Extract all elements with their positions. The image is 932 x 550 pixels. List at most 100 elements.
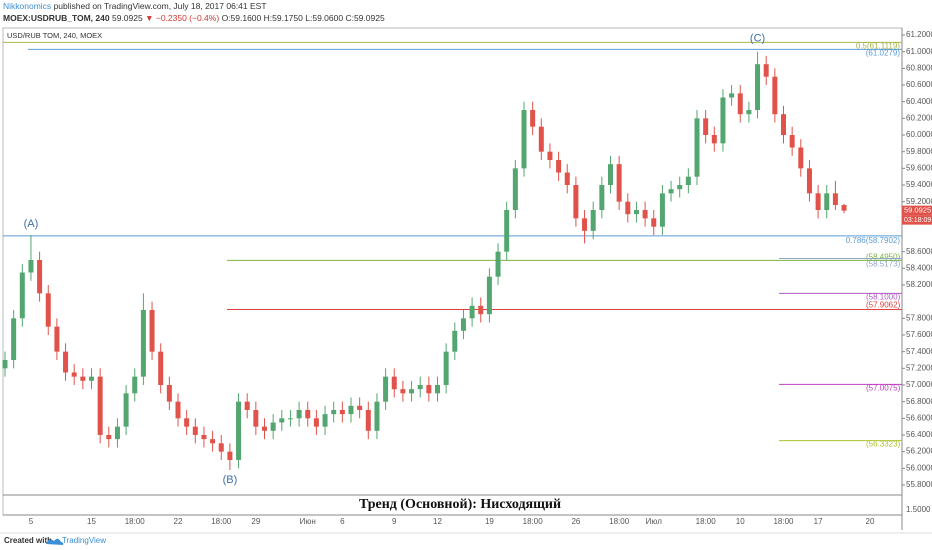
y-tick-label: 56.0000	[906, 463, 932, 472]
y-tick-label: 61.2000	[906, 30, 932, 39]
candle-body	[97, 376, 103, 435]
y-tick-label: 58.2000	[906, 280, 932, 289]
candle-body	[71, 372, 77, 377]
low: L:59.0600	[305, 13, 343, 23]
candle-body	[132, 376, 138, 394]
candle-body	[2, 359, 8, 369]
candle-body	[815, 193, 821, 211]
candle-body	[54, 326, 60, 352]
candle-body	[746, 110, 752, 115]
candle-body	[443, 351, 449, 385]
candle-body	[659, 193, 665, 227]
candle-body	[435, 384, 440, 394]
candle-body	[409, 389, 415, 394]
candle-body	[322, 414, 328, 427]
price-label-box	[902, 205, 932, 216]
candle-body	[365, 409, 371, 431]
candle-body	[227, 451, 233, 460]
candle-body	[305, 409, 311, 419]
last-price: 59.0925	[112, 13, 143, 23]
y-tick-label: 59.2000	[906, 197, 932, 206]
high: H:59.1750	[264, 13, 303, 23]
candle-body	[668, 189, 674, 194]
candle-body	[711, 135, 717, 144]
x-tick-label: 10	[736, 517, 745, 526]
candle-body	[253, 409, 259, 427]
y-tick-label: 60.2000	[906, 113, 932, 122]
candle-body	[374, 401, 380, 431]
level-label: 0.786(58.7902)	[846, 236, 901, 245]
candle-body	[512, 168, 518, 211]
x-tick-label: 29	[251, 517, 260, 526]
publish-line: Nikkonomics published on TradingView.com…	[3, 1, 267, 11]
candle-body	[400, 389, 406, 394]
level-label: (57.9062)	[866, 301, 901, 310]
candle-body	[106, 434, 112, 440]
candle-body	[573, 185, 579, 219]
price-label: 59.0925	[904, 206, 931, 215]
candle-body	[703, 118, 709, 136]
change: ▼ −0.2350 (−0.4%)	[145, 13, 219, 23]
candle-body	[236, 401, 242, 460]
x-tick-label: 19	[485, 517, 494, 526]
candle-body	[175, 401, 181, 419]
candle-body	[677, 185, 683, 190]
x-tick-label: 20	[866, 517, 875, 526]
candle-body	[772, 76, 778, 115]
footer-created: Created with	[4, 536, 52, 545]
candle-body	[331, 409, 337, 415]
candle-body	[582, 218, 588, 231]
y-tick-label: 60.4000	[906, 97, 932, 106]
y-tick-label: 57.2000	[906, 363, 932, 372]
caption: Тренд (Основной): Нисходящий	[359, 497, 561, 512]
candle-body	[296, 409, 302, 419]
published: published on TradingView.com, July 18, 2…	[54, 1, 267, 11]
candle-body	[841, 205, 847, 211]
candle-body	[210, 439, 216, 444]
level-label: (57.0075)	[866, 383, 901, 392]
candle-body	[781, 114, 786, 136]
y-tick-label: 58.6000	[906, 247, 932, 256]
candle-body	[608, 164, 613, 186]
candle-body	[720, 97, 726, 144]
x-tick-label: Июл	[646, 517, 663, 526]
candle-body	[244, 401, 250, 410]
candle-body	[694, 118, 700, 177]
candle-body	[192, 426, 198, 435]
candle-body	[504, 210, 510, 252]
y-tick-label: 57.4000	[906, 347, 932, 356]
candle-body	[45, 293, 51, 327]
candle-body	[460, 318, 466, 331]
candle-body	[63, 351, 69, 373]
candle-body	[729, 93, 735, 98]
x-tick-label: 18:00	[523, 517, 544, 526]
x-tick-label: 18:00	[773, 517, 794, 526]
candle-body	[824, 193, 830, 211]
candle-body	[37, 260, 43, 294]
level-label: 0.5(61.1119)	[856, 41, 901, 50]
wave-label: (A)	[24, 218, 39, 230]
candle-body	[383, 376, 389, 402]
candle-body	[521, 110, 527, 169]
candle-body	[556, 160, 562, 173]
legend: USD/RUB TOM, 240, MOEX	[7, 31, 102, 40]
candle-body	[538, 126, 544, 152]
level-label: (58.5173)	[866, 260, 901, 269]
candle-body	[832, 193, 838, 206]
y-tick-label: 56.4000	[906, 430, 932, 439]
candle-body	[616, 164, 622, 202]
candle-body	[19, 272, 25, 319]
candle-body	[651, 218, 657, 227]
candle-body	[806, 168, 812, 194]
author[interactable]: Nikkonomics	[3, 1, 51, 11]
footer-brand[interactable]: TradingView	[62, 536, 106, 545]
candle-body	[279, 418, 285, 423]
candle-body	[89, 376, 94, 381]
candle-body	[633, 210, 639, 215]
countdown-box	[902, 215, 932, 225]
